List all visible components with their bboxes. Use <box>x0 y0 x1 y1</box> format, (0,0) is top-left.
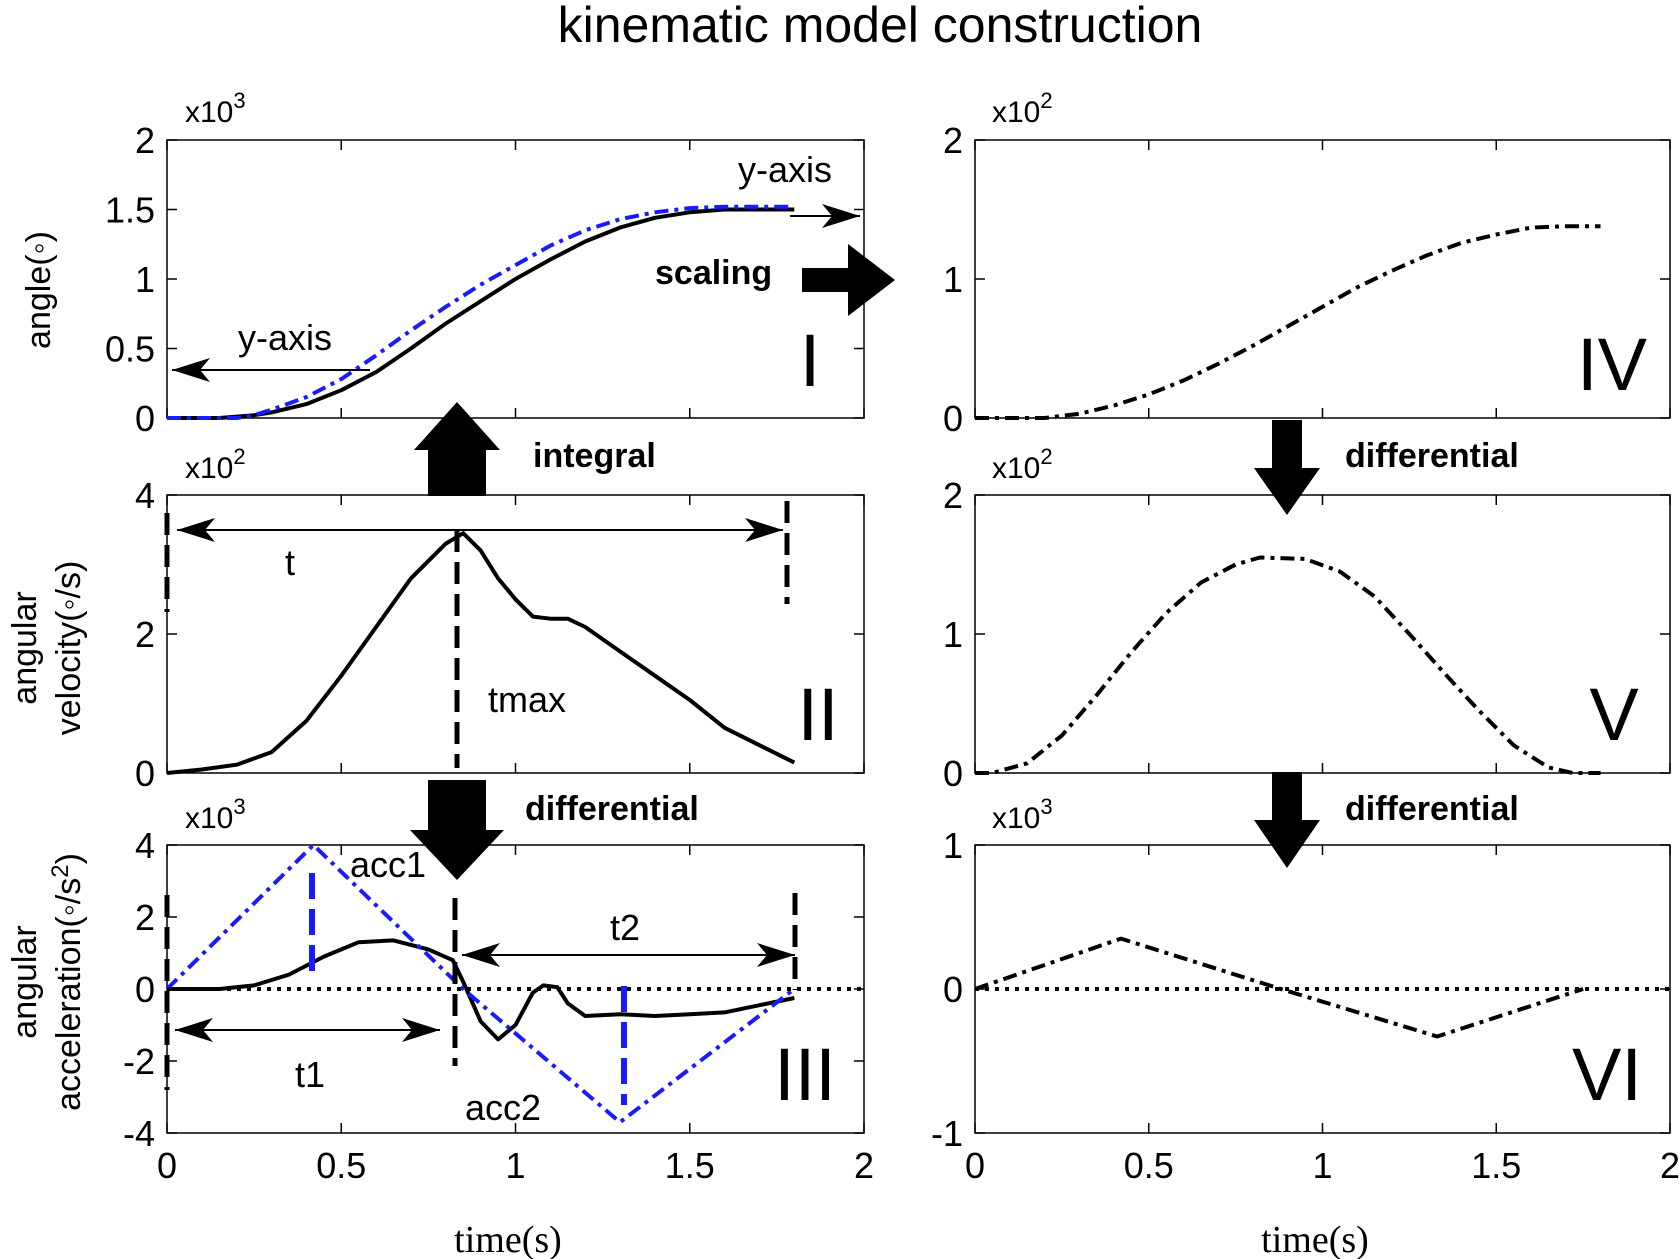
series-model-angle-line <box>167 204 795 420</box>
panel-II-ylabel-line2: velocity(◦/s) <box>50 561 88 736</box>
series-model-acceleration-line <box>165 843 796 1125</box>
panel-III-ylabel-line2: acceleration(◦/s2) <box>47 853 88 1111</box>
panel-III-xlabel: time(s) <box>454 1219 562 1259</box>
panel-V-ytick-label: 1 <box>943 614 963 655</box>
panel-VI-ytick-label: 0 <box>943 969 963 1010</box>
differential-arrow-IV-V-icon <box>1254 420 1320 515</box>
panel-I-ytick-label: 0 <box>135 398 155 439</box>
t1-label: t1 <box>295 1054 325 1095</box>
panel-VI-ytick-label: -1 <box>931 1113 963 1154</box>
panel-II-multiplier: x102 <box>185 444 246 485</box>
panel-VI-xtick-label: 0.5 <box>1124 1145 1174 1186</box>
panel-II-ytick-label: 4 <box>135 475 155 516</box>
panel-II-ylabel-line1: angular <box>6 591 44 704</box>
t2-label: t2 <box>610 907 640 948</box>
panel-I-label: I <box>800 319 821 402</box>
panel-I-annotations: x103 angle(◦) y-axis y-axis I <box>20 88 860 402</box>
panel-III: -4 -2 0 2 4 0 0.5 1 1.5 2 <box>123 825 874 1186</box>
differential-label-2: differential <box>525 790 699 828</box>
panel-V: 0 1 2 <box>943 475 1671 794</box>
panel-III-ytick-label: 4 <box>135 825 155 866</box>
tmax-label: tmax <box>488 679 566 720</box>
acc2-label: acc2 <box>465 1087 541 1128</box>
y-axis-right-label: y-axis <box>738 149 832 190</box>
panel-III-label: III <box>774 1033 836 1116</box>
panel-IV-label: IV <box>1577 323 1648 406</box>
panel-II: 0 2 4 <box>135 475 865 794</box>
figure-title: kinematic model construction <box>558 0 1203 53</box>
panel-III-multiplier: x103 <box>185 794 246 835</box>
differential-label-3: differential <box>1345 790 1519 828</box>
differential-label-1: differential <box>1345 437 1519 475</box>
panel-I-ylabel: angle(◦) <box>20 231 58 349</box>
scaling-label: scaling <box>655 254 772 292</box>
panel-VI-xtick-label: 0 <box>965 1145 985 1186</box>
integral-arrow-icon <box>414 402 500 496</box>
panel-I: 0 0.5 1 1.5 2 <box>105 120 865 439</box>
panel-III-ytick-label: -2 <box>123 1041 155 1082</box>
panel-II-ytick-label: 2 <box>135 614 155 655</box>
scaling-arrow-icon <box>802 244 895 316</box>
panel-VI-multiplier: x103 <box>992 794 1053 835</box>
process-arrows: scaling integral differential differenti… <box>410 244 1519 880</box>
panel-IV-ytick-label: 1 <box>943 259 963 300</box>
panel-VI-label: VI <box>1572 1033 1642 1116</box>
panel-III-xtick-label: 1.5 <box>665 1145 715 1186</box>
right-column-annotations: x102 IV x102 V x103 VI time(s) <box>992 88 1648 1259</box>
panel-IV-ytick-label: 0 <box>943 398 963 439</box>
panel-III-ylabel-line1: angular <box>6 925 44 1038</box>
panel-III-ytick-label: 0 <box>135 969 155 1010</box>
y-axis-left-label: y-axis <box>238 317 332 358</box>
panel-V-multiplier: x102 <box>992 444 1053 485</box>
panel-VI-ytick-label: 1 <box>943 825 963 866</box>
series-measured-angle-line <box>167 207 795 420</box>
integral-label: integral <box>533 437 656 475</box>
panel-I-ytick-label: 1.5 <box>105 190 155 231</box>
panel-II-label: II <box>797 673 838 756</box>
series-scaled-angle-line <box>975 224 1601 420</box>
t-label: t <box>285 542 295 583</box>
panel-IV-multiplier: x102 <box>992 88 1053 129</box>
panel-VI-xlabel: time(s) <box>1261 1219 1369 1259</box>
panel-I-ytick-label: 1 <box>135 259 155 300</box>
panel-V-ytick-label: 0 <box>943 753 963 794</box>
panel-II-frame <box>166 494 865 774</box>
panel-V-frame <box>974 494 1671 774</box>
panel-VI-xtick-label: 1.5 <box>1471 1145 1521 1186</box>
panel-V-label: V <box>1589 673 1639 756</box>
panel-III-annotations: x103 angular acceleration(◦/s2) acc1 acc… <box>6 794 836 1259</box>
panel-III-ytick-label: -4 <box>123 1113 155 1154</box>
panel-IV: 0 1 2 <box>943 120 1671 439</box>
panel-II-annotations: x102 angular velocity(◦/s) t tmax II <box>6 444 839 768</box>
panel-III-xtick-label: 0 <box>157 1145 177 1186</box>
panel-IV-frame <box>974 139 1671 419</box>
panel-I-multiplier: x103 <box>185 88 246 129</box>
panel-VI-xtick-label: 1 <box>1312 1145 1332 1186</box>
panel-II-ytick-label: 0 <box>135 753 155 794</box>
differential-arrow-II-III-icon <box>410 780 504 880</box>
panel-III-ytick-label: 2 <box>135 897 155 938</box>
panel-VI-xtick-label: 2 <box>1660 1145 1679 1186</box>
panel-IV-ytick-label: 2 <box>943 120 963 161</box>
series-angular-velocity-line <box>166 531 796 775</box>
panel-I-ytick-label: 0.5 <box>105 329 155 370</box>
series-model-acceleration-line <box>974 936 1584 1039</box>
panel-V-ytick-label: 2 <box>943 475 963 516</box>
acc1-label: acc1 <box>350 844 426 885</box>
series-angular-acceleration-line <box>167 938 795 1042</box>
differential-arrow-V-VI-icon <box>1254 772 1320 868</box>
series-model-velocity-line <box>975 555 1601 775</box>
panel-III-xtick-label: 2 <box>854 1145 874 1186</box>
panel-III-xtick-label: 0.5 <box>316 1145 366 1186</box>
panel-III-xtick-label: 1 <box>505 1145 525 1186</box>
panel-I-ytick-label: 2 <box>135 120 155 161</box>
